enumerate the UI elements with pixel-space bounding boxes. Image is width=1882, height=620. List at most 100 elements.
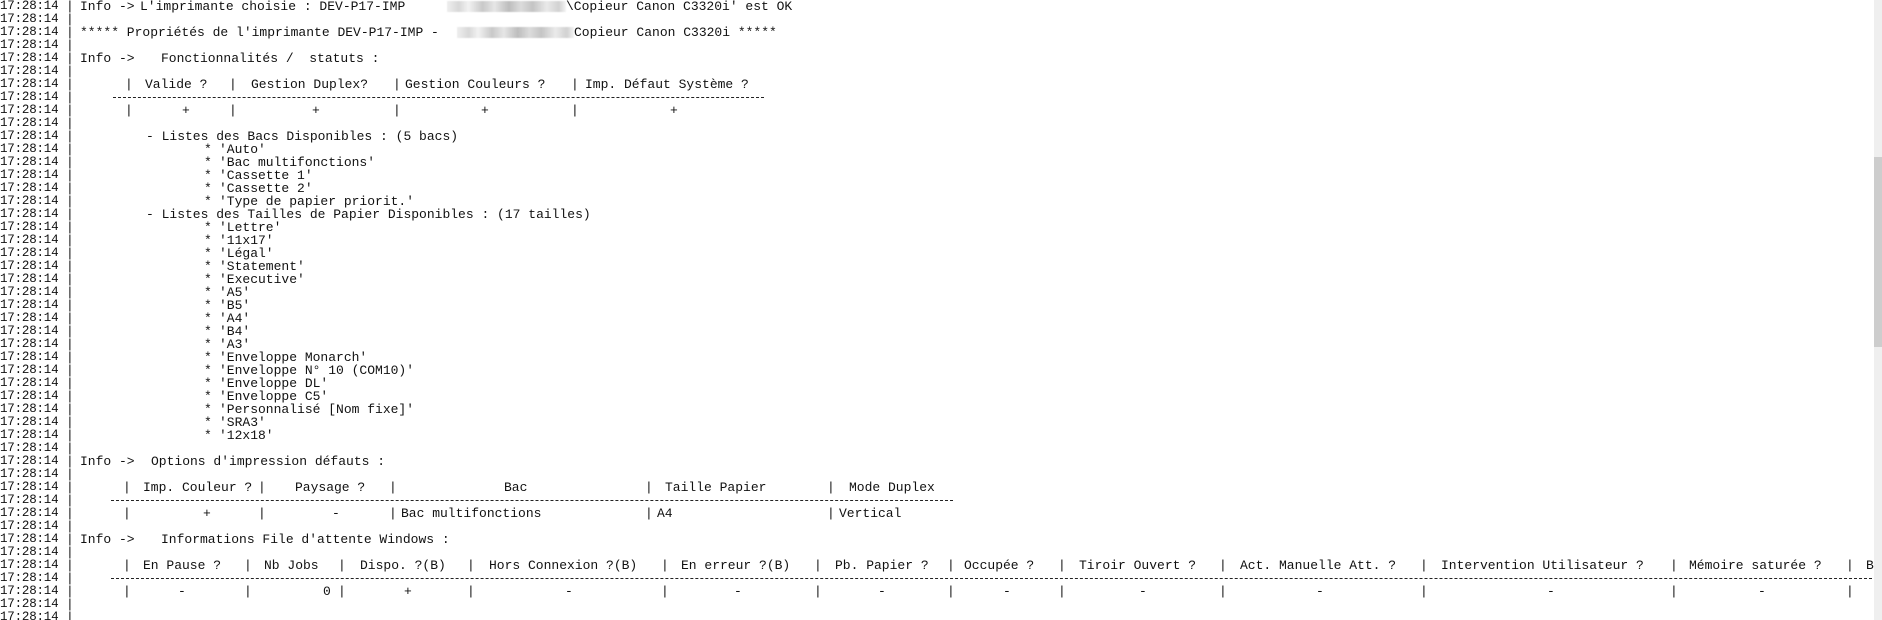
gutter-separator: | [66, 506, 74, 521]
gutter-separator: | [66, 519, 74, 534]
gutter-separator: | [66, 558, 74, 573]
info-prefix: Info -> [80, 0, 135, 14]
gutter-separator: | [66, 428, 74, 443]
info-prefix: Info -> [80, 454, 135, 469]
table-header-cell: Imp. Défaut Système ? [585, 77, 749, 92]
column-separator: | [338, 558, 346, 573]
gutter-separator: | [66, 324, 74, 339]
column-separator: | [338, 584, 346, 599]
table-header-cell: Mémoire saturée ? [1689, 558, 1822, 573]
column-separator: | [1420, 558, 1428, 573]
table-header-cell: Act. Manuelle Att. ? [1240, 558, 1397, 573]
table-cell: Bac multifonctions [401, 506, 542, 521]
paper-size-list-item: 'Enveloppe C5' [219, 389, 329, 404]
gutter-separator: | [66, 441, 74, 456]
table-header-cell: Occupée ? [964, 558, 1035, 573]
column-separator: | [1670, 584, 1678, 599]
log-timestamp: 17:28:14 [0, 116, 59, 130]
column-separator: | [123, 480, 131, 495]
gutter-separator: | [66, 0, 74, 14]
paper-size-list-item: 'SRA3' [219, 415, 266, 430]
paper-size-list-item: 'B5' [219, 298, 251, 313]
log-timestamp: 17:28:14 [0, 246, 59, 260]
gutter-separator: | [66, 454, 74, 469]
gutter-separator: | [66, 389, 74, 404]
info-prefix: Info -> [80, 51, 135, 66]
table-cell: - [565, 584, 573, 599]
paper-size-list-item: 'Enveloppe N° 10 (COM10)' [219, 363, 415, 378]
bullet-icon: * [204, 155, 212, 170]
printer-check-text: L'imprimante choisie : DEV-P17-IMP [140, 0, 406, 14]
log-timestamp: 17:28:14 [0, 610, 59, 620]
column-separator: | [244, 584, 252, 599]
vertical-scrollbar[interactable] [1874, 0, 1882, 620]
bullet-icon: * [204, 337, 212, 352]
log-timestamp: 17:28:14 [0, 64, 59, 78]
paper-size-list-item: '12x18' [219, 428, 274, 443]
log-timestamp: 17:28:14 [0, 493, 59, 507]
paper-size-list-item: '11x17' [219, 233, 274, 248]
bullet-icon: * [204, 259, 212, 274]
table-cell: + [312, 103, 320, 118]
column-separator: | [947, 558, 955, 573]
table-cell: + [670, 103, 678, 118]
bullet-icon: * [204, 363, 212, 378]
log-timestamp: 17:28:14 [0, 233, 59, 247]
bullet-icon: * [204, 402, 212, 417]
gutter-separator: | [66, 493, 74, 508]
log-timestamp: 17:28:14 [0, 155, 59, 169]
log-timestamp: 17:28:14 [0, 103, 59, 117]
paper-size-list-item: 'Statement' [219, 259, 305, 274]
scrollbar-thumb[interactable] [1874, 157, 1882, 347]
gutter-separator: | [66, 51, 74, 66]
gutter-separator: | [66, 350, 74, 365]
info-prefix: Info -> [80, 532, 135, 547]
bullet-icon: * [204, 142, 212, 157]
column-separator: | [645, 506, 653, 521]
gutter-separator: | [66, 415, 74, 430]
gutter-separator: | [66, 467, 74, 482]
printer-check-status: \Copieur Canon C3320i' est OK [566, 0, 793, 14]
section-title-features: Fonctionnalités / statuts : [161, 51, 380, 66]
bullet-icon: * [204, 233, 212, 248]
table-cell: - [878, 584, 886, 599]
log-timestamp: 17:28:14 [0, 337, 59, 351]
gutter-separator: | [66, 532, 74, 547]
properties-title-suffix: Copieur Canon C3320i ***** [574, 25, 777, 40]
paper-size-list-item: 'A4' [219, 311, 251, 326]
table-header-cell: Dispo. ?(B) [360, 558, 446, 573]
log-timestamp: 17:28:14 [0, 220, 59, 234]
table-cell: + [404, 584, 412, 599]
gutter-separator: | [66, 376, 74, 391]
tray-list-item: 'Cassette 2' [219, 181, 313, 196]
table-cell: 0 [323, 584, 331, 599]
properties-title: ***** Propriétés de l'imprimante DEV-P17… [80, 25, 439, 40]
table-divider [113, 97, 764, 98]
gutter-separator: | [66, 12, 74, 27]
gutter-separator: | [66, 142, 74, 157]
section-title-queue: Informations File d'attente Windows : [161, 532, 450, 547]
bullet-icon: * [204, 350, 212, 365]
bullet-icon: * [204, 272, 212, 287]
column-separator: | [229, 103, 237, 118]
log-timestamp: 17:28:14 [0, 558, 59, 572]
column-separator: | [1846, 558, 1854, 573]
gutter-separator: | [66, 25, 74, 40]
bullet-icon: * [204, 285, 212, 300]
table-header-cell: Intervention Utilisateur ? [1441, 558, 1644, 573]
table-cell: Vertical [839, 506, 902, 521]
column-separator: | [389, 480, 397, 495]
table-cell: + [203, 506, 211, 521]
log-timestamp: 17:28:14 [0, 480, 59, 494]
log-timestamp: 17:28:14 [0, 441, 59, 455]
gutter-separator: | [66, 272, 74, 287]
gutter-separator: | [66, 90, 74, 105]
gutter-separator: | [66, 168, 74, 183]
log-timestamp: 17:28:14 [0, 259, 59, 273]
column-separator: | [125, 77, 133, 92]
trays-list-title: - Listes des Bacs Disponibles : (5 bacs) [146, 129, 459, 144]
log-timestamp: 17:28:14 [0, 363, 59, 377]
column-separator: | [645, 480, 653, 495]
log-timestamp: 17:28:14 [0, 0, 59, 13]
